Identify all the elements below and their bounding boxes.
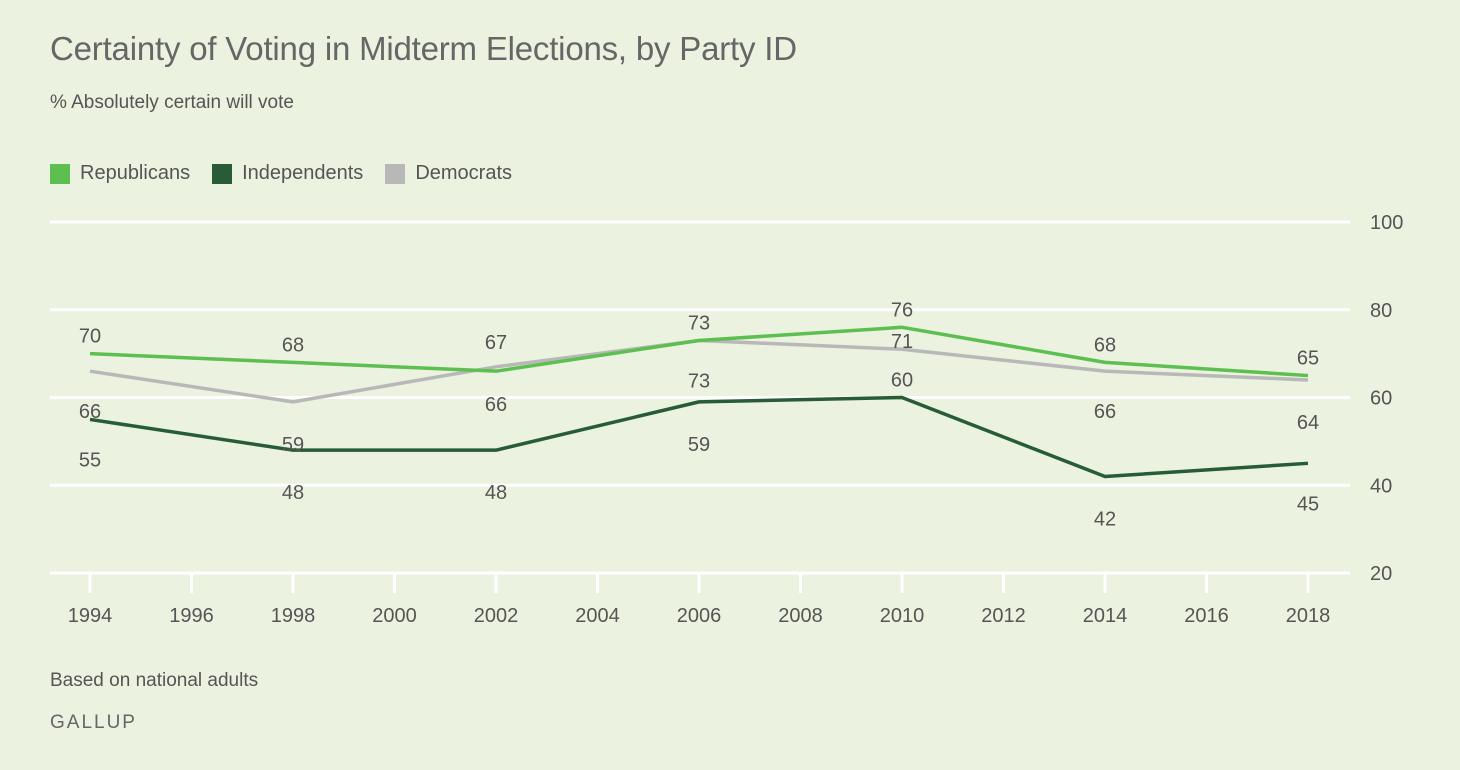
data-label-republicans-2018: 65: [1297, 348, 1319, 370]
x-tick-label-1998: 1998: [271, 605, 316, 627]
x-tick-label-2008: 2008: [778, 605, 823, 627]
data-label-independents-1998: 48: [282, 482, 304, 504]
data-label-democrats-2010: 71: [891, 331, 913, 353]
brand-logo: GALLUP: [50, 712, 137, 733]
data-label-republicans-2006: 73: [688, 312, 710, 334]
y-tick-label-60: 60: [1370, 388, 1392, 410]
y-tick-label-40: 40: [1370, 475, 1392, 497]
data-label-democrats-1998: 59: [282, 434, 304, 456]
series-line-republicans: [89, 325, 1309, 378]
legend-swatch-republicans: [50, 163, 70, 184]
data-label-republicans-2014: 68: [1094, 334, 1116, 356]
series-line-independents: [89, 395, 1309, 479]
data-label-democrats-2018: 64: [1297, 412, 1319, 434]
data-label-independents-2014: 42: [1094, 508, 1116, 530]
legend-swatch-democrats: [385, 163, 406, 184]
data-label-independents-2010: 60: [891, 370, 913, 392]
data-label-democrats-2014: 66: [1094, 401, 1116, 423]
x-tick-label-1994: 1994: [68, 605, 113, 627]
legend-label-republicans: Republicans: [80, 162, 191, 184]
legend-label-independents: Independents: [242, 162, 364, 184]
y-tick-label-20: 20: [1370, 563, 1392, 585]
data-label-republicans-2010: 76: [891, 299, 913, 321]
x-tick-label-2004: 2004: [575, 605, 620, 627]
data-label-democrats-2002: 67: [485, 332, 507, 354]
x-tick-label-1996: 1996: [169, 605, 214, 627]
chart-title: Certainty of Voting in Midterm Elections…: [50, 30, 797, 67]
footnote: Based on national adults: [50, 670, 259, 691]
legend-item-republicans: Republicans: [50, 162, 190, 185]
data-label-independents-2006: 59: [688, 434, 710, 456]
legend-item-independents: Independents: [212, 162, 363, 185]
legend-item-democrats: Democrats: [385, 162, 512, 185]
x-tick-label-2012: 2012: [981, 605, 1026, 627]
x-tick-label-2000: 2000: [372, 605, 417, 627]
data-label-republicans-1998: 68: [282, 334, 304, 356]
data-label-independents-2002: 48: [485, 482, 507, 504]
data-label-republicans-1994: 70: [79, 326, 101, 348]
x-tick-label-2010: 2010: [880, 605, 925, 627]
data-label-independents-2018: 45: [1297, 493, 1319, 515]
x-tick-label-2018: 2018: [1286, 605, 1331, 627]
x-tick-label-2016: 2016: [1184, 605, 1229, 627]
data-label-extra-2002: 66: [485, 394, 507, 416]
x-tick-label-2014: 2014: [1083, 605, 1128, 627]
x-tick-label-2002: 2002: [474, 605, 519, 627]
data-label-independents-1994: 55: [79, 449, 101, 471]
y-tick-label-80: 80: [1370, 300, 1392, 322]
legend-swatch-independents: [212, 163, 233, 184]
chart-subtitle: % Absolutely certain will vote: [50, 92, 294, 113]
data-label-democrats-2006: 73: [688, 370, 710, 392]
x-tick-label-2006: 2006: [677, 605, 722, 627]
data-label-democrats-1994: 66: [79, 401, 101, 423]
y-tick-label-100: 100: [1370, 212, 1403, 234]
legend-label-democrats: Democrats: [415, 162, 513, 184]
legend: Republicans Independents Democrats: [50, 162, 534, 185]
